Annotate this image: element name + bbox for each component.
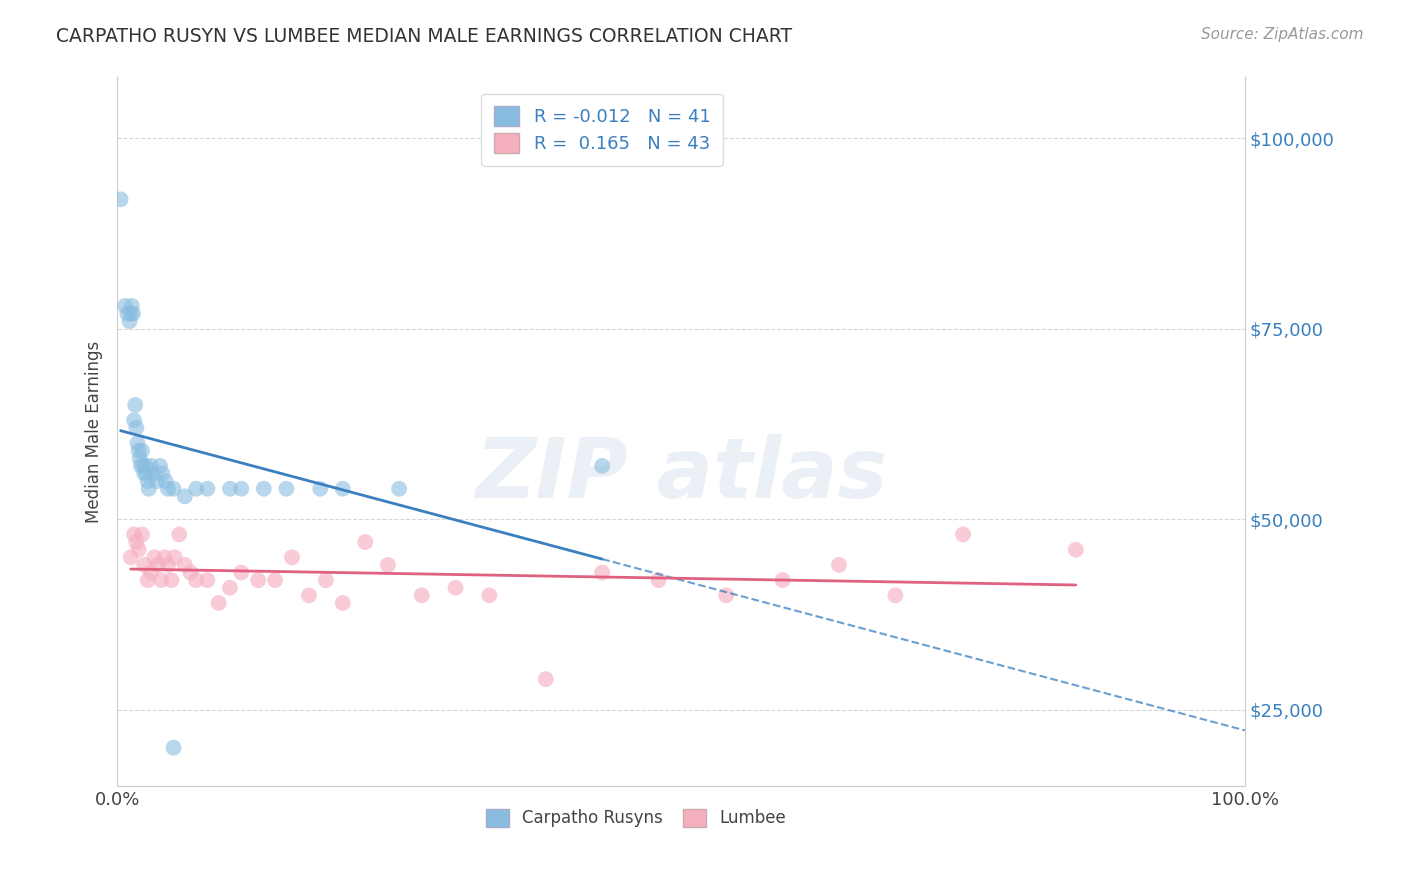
- Point: [136, 573, 159, 587]
- Point: [162, 482, 184, 496]
- Point: [219, 581, 242, 595]
- Point: [139, 566, 162, 580]
- Point: [150, 467, 173, 481]
- Point: [114, 299, 136, 313]
- Point: [143, 550, 166, 565]
- Point: [253, 482, 276, 496]
- Point: [884, 588, 907, 602]
- Point: [219, 482, 242, 496]
- Point: [131, 443, 153, 458]
- Point: [156, 482, 179, 496]
- Point: [315, 573, 337, 587]
- Point: [534, 672, 557, 686]
- Point: [591, 566, 613, 580]
- Point: [281, 550, 304, 565]
- Point: [1064, 542, 1087, 557]
- Point: [208, 596, 231, 610]
- Point: [163, 550, 186, 565]
- Text: Source: ZipAtlas.com: Source: ZipAtlas.com: [1201, 27, 1364, 42]
- Point: [122, 307, 145, 321]
- Point: [120, 307, 142, 321]
- Point: [121, 299, 143, 313]
- Point: [411, 588, 433, 602]
- Point: [173, 558, 195, 572]
- Point: [118, 314, 141, 328]
- Point: [135, 467, 157, 481]
- Point: [122, 413, 145, 427]
- Point: [828, 558, 851, 572]
- Point: [162, 740, 184, 755]
- Point: [197, 573, 219, 587]
- Point: [591, 458, 613, 473]
- Point: [145, 474, 167, 488]
- Point: [124, 398, 146, 412]
- Legend: Carpatho Rusyns, Lumbee: Carpatho Rusyns, Lumbee: [479, 802, 793, 834]
- Point: [186, 482, 208, 496]
- Point: [160, 573, 183, 587]
- Point: [131, 527, 153, 541]
- Point: [150, 573, 173, 587]
- Point: [117, 307, 139, 321]
- Point: [186, 573, 208, 587]
- Point: [110, 192, 132, 206]
- Point: [149, 458, 172, 473]
- Point: [247, 573, 270, 587]
- Point: [332, 482, 354, 496]
- Point: [167, 527, 190, 541]
- Point: [332, 596, 354, 610]
- Point: [179, 566, 201, 580]
- Point: [138, 482, 160, 496]
- Y-axis label: Median Male Earnings: Median Male Earnings: [86, 341, 103, 523]
- Point: [309, 482, 332, 496]
- Point: [388, 482, 411, 496]
- Point: [952, 527, 974, 541]
- Point: [128, 542, 150, 557]
- Point: [156, 558, 179, 572]
- Point: [772, 573, 794, 587]
- Point: [120, 550, 142, 565]
- Point: [276, 482, 298, 496]
- Point: [132, 458, 155, 473]
- Point: [153, 550, 176, 565]
- Point: [231, 482, 253, 496]
- Point: [146, 558, 169, 572]
- Point: [377, 558, 399, 572]
- Point: [142, 467, 165, 481]
- Point: [173, 489, 195, 503]
- Point: [122, 527, 145, 541]
- Point: [444, 581, 467, 595]
- Point: [139, 458, 162, 473]
- Point: [125, 535, 148, 549]
- Point: [354, 535, 377, 549]
- Point: [155, 474, 177, 488]
- Point: [134, 558, 156, 572]
- Point: [129, 458, 152, 473]
- Text: CARPATHO RUSYN VS LUMBEE MEDIAN MALE EARNINGS CORRELATION CHART: CARPATHO RUSYN VS LUMBEE MEDIAN MALE EAR…: [56, 27, 793, 45]
- Point: [128, 443, 150, 458]
- Point: [647, 573, 669, 587]
- Point: [134, 458, 156, 473]
- Point: [136, 474, 159, 488]
- Point: [125, 421, 148, 435]
- Point: [478, 588, 501, 602]
- Text: ZIP atlas: ZIP atlas: [475, 434, 887, 515]
- Point: [128, 451, 150, 466]
- Point: [197, 482, 219, 496]
- Point: [264, 573, 287, 587]
- Point: [298, 588, 321, 602]
- Point: [134, 467, 156, 481]
- Point: [231, 566, 253, 580]
- Point: [127, 436, 149, 450]
- Point: [716, 588, 738, 602]
